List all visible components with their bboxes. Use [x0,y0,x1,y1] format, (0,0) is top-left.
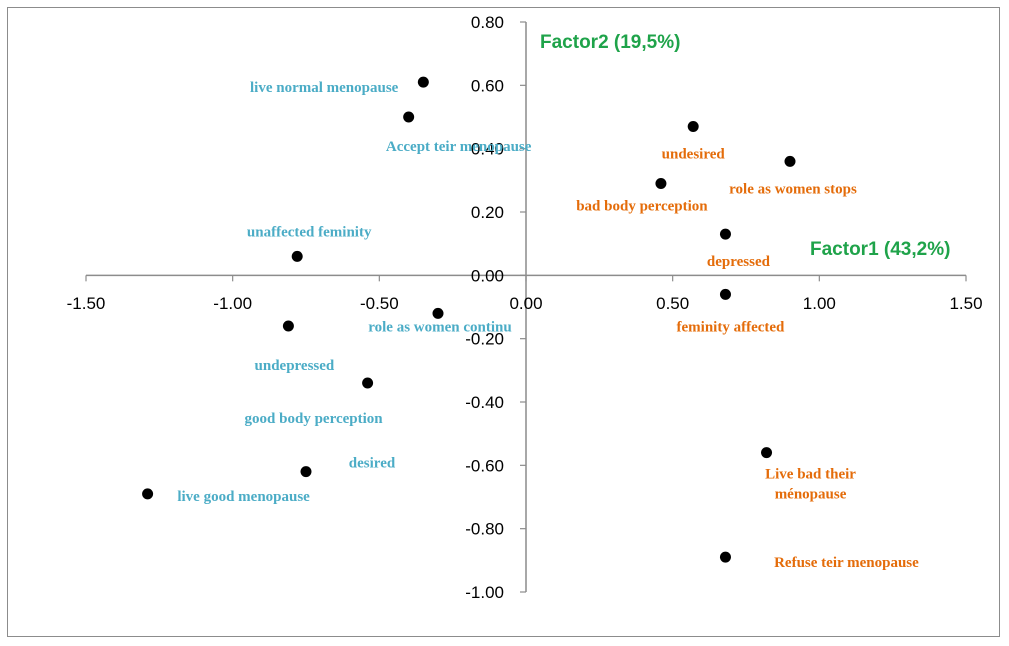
point-labels: live normal menopause Accept teir menopau… [177,80,919,571]
y-tick-label: 0.20 [471,203,504,222]
data-point [432,307,444,319]
x-tick-label: 1.00 [803,294,836,313]
data-point [655,178,667,189]
y-tick-label: 0.40 [471,140,504,159]
x-tick-labels: -1.50 -1.00 -0.50 0.00 0.50 1.00 1.50 [67,294,983,313]
y-tick-label: -0.40 [465,393,504,412]
point-label: depressed [707,254,771,270]
x-tick-label: -1.00 [213,294,252,313]
data-point [719,288,731,300]
y-tick-label: -0.20 [465,330,504,349]
axes [85,21,967,593]
point-label: Refuse teir menopause [774,555,919,571]
point-label: good body perception [245,411,384,427]
data-point [719,228,731,240]
point-label: undepressed [255,358,335,374]
x-tick-label: 0.00 [509,294,542,313]
factor1-label: Factor1 (43,2%) [810,239,950,260]
point-label: Live bad their ménopause [765,467,856,503]
chart-frame [7,7,1000,637]
data-point [687,121,699,132]
y-tick-label: 0.60 [471,76,504,95]
data-point [761,447,773,459]
y-tick-label: 0.80 [471,13,504,32]
point-label: feminity affected [677,319,786,335]
point-label: live normal menopause [250,80,399,96]
data-point [417,76,429,88]
data-point [403,111,415,123]
point-label: role as women continu [368,319,511,335]
point-label: desired [349,456,396,472]
point-label: unaffected feminity [247,224,372,240]
data-point [291,250,303,262]
data-point [142,488,154,500]
x-tick-label: 0.50 [656,294,689,313]
data-point [719,551,731,563]
y-tick-label: 0.00 [471,266,504,285]
point-label: bad body perception [576,199,708,215]
point-label: live good menopause [177,489,310,505]
data-points [142,76,796,563]
point-label: role as women stops [729,181,857,197]
point-label: undesired [662,147,726,163]
factor2-label: Factor2 (19,5%) [540,32,680,53]
data-point [784,155,796,167]
data-point [300,466,312,478]
point-label: Accept teir menopause [386,139,532,155]
x-tick-label: -1.50 [67,294,106,313]
y-tick-labels: 0.80 0.60 0.40 0.20 0.00 -0.20 -0.40 -0.60 -0.80… [465,13,504,602]
data-point [282,320,294,332]
y-tick-label: -0.80 [465,520,504,539]
data-point [362,377,374,389]
x-tick-label: -0.50 [360,294,399,313]
y-tick-label: -1.00 [465,583,504,602]
y-tick-label: -0.60 [465,456,504,475]
x-tick-label: 1.50 [949,294,982,313]
